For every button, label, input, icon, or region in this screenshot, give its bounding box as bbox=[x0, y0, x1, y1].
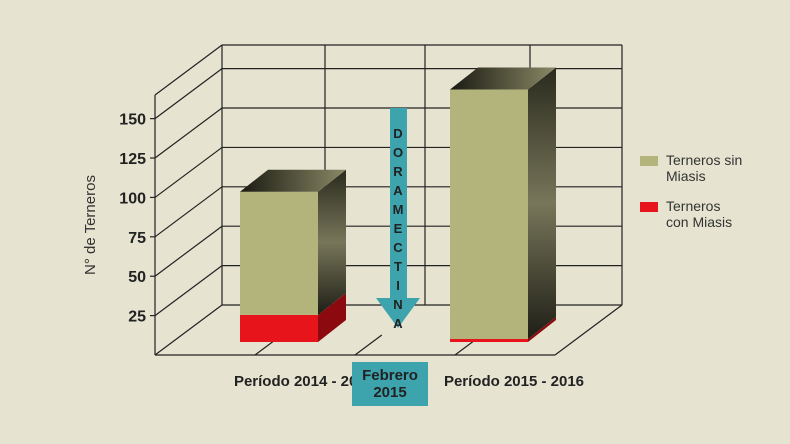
y-tick-label: 100 bbox=[119, 190, 146, 207]
arrow bbox=[376, 108, 420, 328]
y-tick-label: 50 bbox=[128, 269, 146, 286]
bar-segment bbox=[240, 292, 346, 342]
bar-top bbox=[450, 67, 556, 90]
event-label: Febrero bbox=[362, 367, 418, 384]
y-axis-label: N° de Terneros bbox=[82, 175, 99, 275]
y-tick-label: 25 bbox=[128, 309, 146, 326]
x-tick-label: Período 2014 - 2015 bbox=[234, 373, 374, 390]
bar-side bbox=[318, 292, 346, 342]
floor-edge bbox=[554, 304, 623, 356]
bar-top bbox=[240, 169, 346, 192]
floor-line bbox=[354, 334, 383, 356]
arrow-text: DORAMECTINA bbox=[391, 126, 406, 335]
bar-side bbox=[528, 67, 556, 339]
bar-segment bbox=[240, 169, 346, 315]
legend-swatch bbox=[640, 202, 658, 212]
x-tick-label: Período 2015 - 2016 bbox=[444, 373, 584, 390]
legend-item: Terneros con Miasis bbox=[640, 198, 746, 230]
bar-segment bbox=[450, 67, 556, 339]
y-tick-label: 75 bbox=[128, 230, 146, 247]
floor-edge bbox=[154, 304, 223, 356]
event-box bbox=[352, 362, 428, 406]
grid-line bbox=[154, 146, 223, 198]
back-top bbox=[154, 44, 223, 96]
grid-line bbox=[154, 68, 223, 120]
bar-segment bbox=[450, 316, 556, 342]
bar-front bbox=[240, 191, 318, 315]
legend-swatch bbox=[640, 156, 658, 166]
bar-front bbox=[450, 338, 528, 342]
event-label: 2015 bbox=[373, 384, 406, 401]
bar-side bbox=[318, 169, 346, 315]
legend-item: Terneros sin Miasis bbox=[640, 152, 746, 184]
grid-line bbox=[154, 265, 223, 317]
grid-line bbox=[154, 225, 223, 277]
y-tick-label: 125 bbox=[119, 151, 146, 168]
bar-front bbox=[240, 314, 318, 342]
legend-label: Terneros con Miasis bbox=[666, 198, 733, 230]
bar-front bbox=[450, 89, 528, 339]
grid-line bbox=[154, 107, 223, 159]
bar-side bbox=[528, 316, 556, 342]
y-tick-label: 150 bbox=[119, 112, 146, 129]
grid-line bbox=[154, 186, 223, 238]
legend-label: Terneros sin Miasis bbox=[666, 152, 743, 184]
